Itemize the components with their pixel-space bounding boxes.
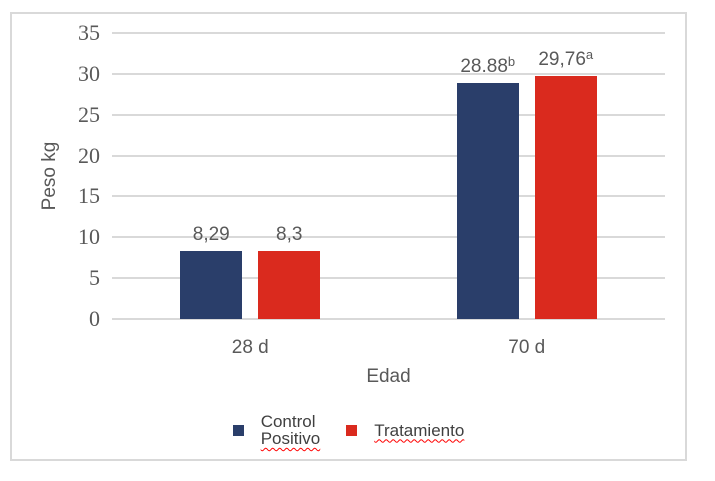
plot-area: 8,29 8,3 28.88b 29,76a: [112, 32, 665, 320]
legend-swatch-icon: [232, 424, 244, 436]
y-tick-label-20: 20: [78, 142, 100, 168]
data-label-tratamiento-70-d: 29,76a: [538, 46, 594, 70]
y-tick-label-10: 10: [78, 224, 100, 250]
bar-control-positivo-28-d: [180, 251, 243, 319]
y-tick-label-5: 5: [89, 265, 100, 291]
x-category-label-70-d: 70 d: [508, 337, 546, 358]
gridline-30: [112, 72, 665, 75]
legend-item-tratamiento: Tratamiento: [346, 422, 464, 439]
gridline-15: [112, 195, 665, 198]
legend-item-control-positivo: Control Positivo: [232, 412, 321, 448]
data-label-tratamiento-28-d: 8,3: [276, 224, 303, 246]
gridline-35: [112, 32, 665, 34]
chart-frame: Peso kg 0 5 10 15 20 25 30 35 8,29 8,3 28.88b 29,7…: [10, 12, 687, 461]
y-tick-label-25: 25: [78, 101, 100, 127]
bar-tratamiento-28-d: [258, 251, 321, 319]
legend-label: Control Positivo: [260, 412, 321, 448]
x-axis-title: Edad: [366, 366, 411, 387]
y-tick-label-15: 15: [78, 183, 100, 209]
gridline-5: [112, 277, 665, 280]
y-axis-tick-labels: 0 5 10 15 20 25 30 35: [12, 20, 100, 331]
legend-swatch-icon: [346, 424, 358, 436]
y-tick-label-35: 35: [78, 20, 100, 45]
legend: Control Positivo Tratamiento: [12, 413, 685, 447]
y-tick-label-30: 30: [78, 60, 100, 86]
gridline-10: [112, 236, 665, 239]
data-label-control-positivo-70-d: 28.88b: [460, 54, 516, 78]
bar-tratamiento-70-d: [534, 75, 597, 319]
bar-control-positivo-70-d: [456, 83, 519, 319]
x-axis-category-labels: 28 d 70 d: [12, 337, 685, 363]
gridline-20: [112, 154, 665, 157]
gridline-25: [112, 113, 665, 116]
y-tick-label-0: 0: [89, 306, 100, 331]
data-label-control-positivo-28-d: 8,29: [192, 224, 230, 246]
x-category-label-28-d: 28 d: [231, 337, 269, 358]
gridline-0: [112, 318, 665, 320]
legend-label: Tratamiento: [374, 420, 465, 440]
